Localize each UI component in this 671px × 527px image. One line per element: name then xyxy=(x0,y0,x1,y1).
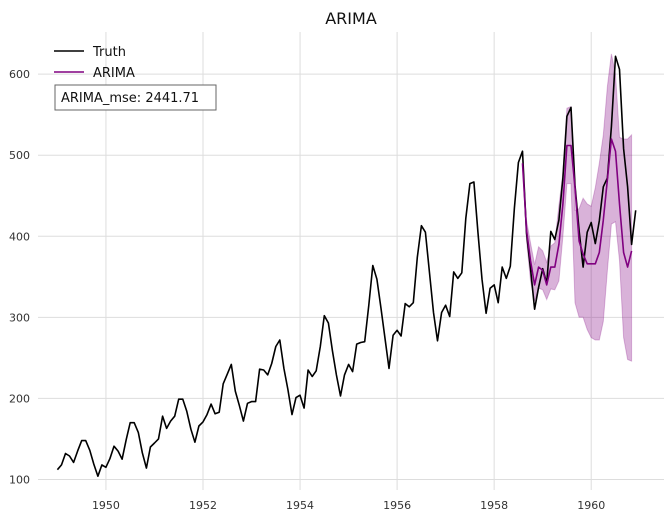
annotation-box xyxy=(54,84,217,111)
arima-confidence-band xyxy=(522,53,633,362)
x-tick-label: 1958 xyxy=(480,499,508,512)
x-tick-label: 1950 xyxy=(92,499,120,512)
y-tick-label: 500 xyxy=(9,149,30,162)
series-lines xyxy=(56,55,637,478)
x-tick-label: 1956 xyxy=(383,499,411,512)
x-tick-labels: 1950 1952 1954 1956 1958 1960 xyxy=(92,499,605,512)
chart-title: ARIMA xyxy=(325,9,377,28)
x-tick-label: 1954 xyxy=(286,499,314,512)
legend-arima-label: ARIMA xyxy=(93,66,135,81)
truth-series-line xyxy=(56,55,637,478)
confidence-band-layer xyxy=(522,53,633,362)
y-tick-label: 400 xyxy=(9,230,30,243)
y-tick-label: 300 xyxy=(9,311,30,324)
annotation-text: ARIMA_mse: 2441.71 xyxy=(61,91,199,106)
x-tick-label: 1960 xyxy=(577,499,605,512)
legend: Truth ARIMA xyxy=(54,45,135,81)
y-tick-label: 100 xyxy=(9,473,30,486)
y-tick-labels: 100 200 300 400 500 600 xyxy=(9,68,30,486)
mse-annotation: ARIMA_mse: 2441.71 xyxy=(54,84,217,111)
arima-series-line xyxy=(521,138,633,286)
x-tick-label: 1952 xyxy=(189,499,217,512)
y-tick-label: 200 xyxy=(9,392,30,405)
y-tick-label: 600 xyxy=(9,68,30,81)
legend-truth-label: Truth xyxy=(92,45,126,60)
